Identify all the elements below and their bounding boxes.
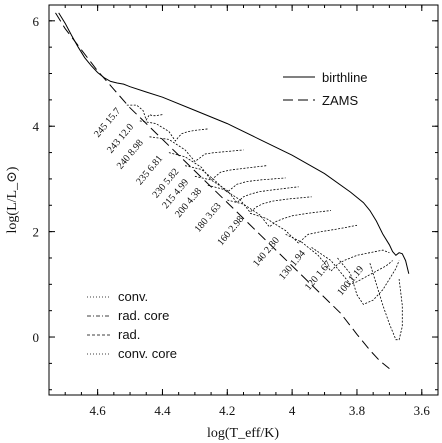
y-tick-label: 4 — [33, 119, 40, 134]
y-tick-label: 0 — [33, 330, 40, 345]
track-label: 100 1.19 — [335, 264, 366, 298]
y-axis-label: log(L/L_⊙) — [5, 166, 20, 233]
x-tick-label: 4 — [289, 403, 296, 418]
x-tick-label: 4.4 — [154, 403, 171, 418]
legend-label: birthline — [322, 70, 368, 85]
evolution-track — [227, 199, 332, 228]
track-label: 120 1.67 — [303, 259, 334, 293]
evolution-track — [194, 175, 299, 204]
evolution-track — [126, 104, 163, 121]
x-tick-label: 4.6 — [90, 403, 107, 418]
evolution-track — [249, 212, 358, 244]
axis-ticks — [49, 5, 438, 395]
legend: birthline ZAMS conv. rad. core rad. conv. cor… — [87, 70, 368, 361]
evolution-track — [207, 184, 312, 213]
evolution-track — [168, 152, 267, 181]
track-label: 180 3.63 — [193, 201, 224, 235]
x-axis-label: log(T_eff/K) — [207, 426, 279, 441]
legend-label: ZAMS — [322, 93, 358, 108]
series-birthline-line — [58, 12, 410, 274]
plot-frame — [48, 4, 439, 396]
evolution-track — [285, 233, 390, 272]
evolution-track — [149, 136, 244, 163]
y-tick-label: 2 — [33, 225, 40, 240]
axis-tick-labels: 4.6 4.4 4.2 4 3.8 3.6 0 2 4 6 — [33, 14, 431, 418]
evolution-track — [337, 257, 400, 305]
legend-label: rad. core — [118, 308, 169, 323]
evolution-track — [185, 165, 286, 193]
evolution-track — [311, 247, 393, 285]
track-label: 160 2.98 — [215, 214, 246, 248]
x-tick-label: 3.8 — [349, 403, 365, 418]
series-lines — [55, 12, 410, 369]
series-zams-line — [55, 12, 390, 369]
track-label: 140 2.30 — [251, 235, 282, 269]
legend-label: conv. — [118, 289, 148, 304]
x-tick-label: 4.2 — [219, 403, 235, 418]
legend-label: rad. — [118, 327, 140, 342]
y-tick-label: 6 — [33, 14, 40, 29]
evolution-track — [369, 263, 403, 341]
evolution-track — [139, 120, 208, 142]
x-tick-label: 3.6 — [414, 403, 431, 418]
legend-label: conv. core — [118, 346, 177, 361]
evolution-tracks — [126, 104, 403, 341]
